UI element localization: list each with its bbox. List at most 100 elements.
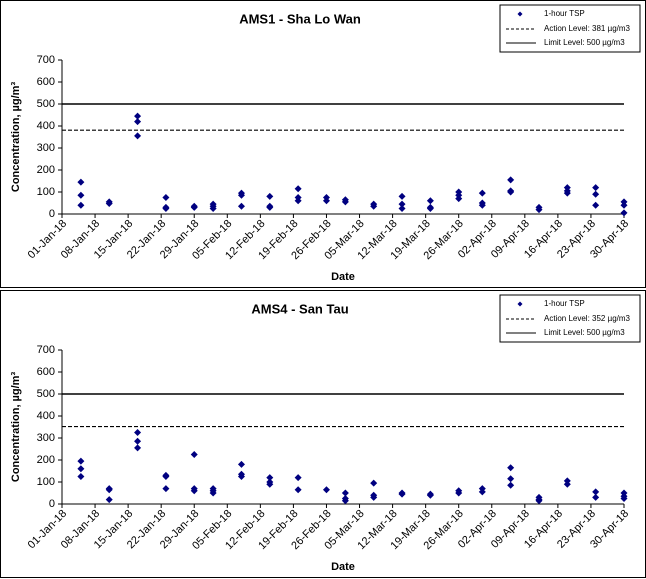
data-point	[209, 489, 217, 497]
data-point	[77, 178, 85, 186]
y-tick-label: 200	[37, 164, 55, 176]
data-point	[162, 194, 170, 201]
data-point	[77, 457, 85, 465]
data-point	[592, 493, 600, 501]
y-tick-label: 300	[37, 142, 55, 154]
data-point	[294, 474, 302, 482]
chart-panel: AMS1 - Sha Lo Wan01002003004005006007000…	[0, 0, 646, 288]
data-point	[294, 185, 302, 193]
data-point	[478, 189, 486, 197]
y-tick-label: 100	[37, 186, 55, 198]
data-point	[77, 201, 85, 209]
data-point	[455, 489, 463, 497]
data-point	[190, 451, 198, 458]
legend-label: Action Level: 381 µg/m3	[544, 24, 631, 33]
data-point	[134, 444, 142, 452]
y-axis-title: Concentration, µg/m³	[10, 372, 22, 483]
data-point	[237, 473, 245, 480]
data-point	[592, 488, 600, 496]
data-point	[535, 497, 543, 505]
data-point	[341, 497, 349, 505]
data-point	[341, 198, 349, 206]
data-point	[478, 201, 486, 209]
data-point	[190, 487, 198, 495]
data-point	[162, 205, 170, 212]
data-point	[294, 197, 302, 205]
y-tick-label: 500	[37, 98, 55, 110]
y-tick-label: 600	[37, 366, 55, 378]
data-point	[77, 465, 85, 473]
data-point	[134, 429, 142, 436]
data-point	[294, 486, 302, 494]
y-tick-label: 300	[37, 432, 55, 444]
data-point	[398, 192, 406, 200]
data-point	[266, 474, 274, 482]
data-point	[507, 481, 515, 489]
y-tick-label: 0	[49, 498, 55, 510]
y-tick-label: 200	[37, 454, 55, 466]
data-point	[507, 464, 515, 472]
data-point	[398, 205, 406, 212]
data-point	[398, 490, 406, 498]
y-tick-label: 500	[37, 388, 55, 400]
chart-title: AMS4 - San Tau	[251, 301, 348, 316]
data-point	[209, 205, 217, 212]
data-point	[266, 192, 274, 200]
data-point	[134, 132, 142, 140]
data-point	[134, 112, 142, 120]
data-point	[620, 201, 628, 209]
y-tick-label: 400	[37, 120, 55, 132]
data-point	[322, 197, 330, 205]
data-point	[426, 491, 434, 499]
data-point	[507, 188, 515, 196]
data-point	[370, 479, 378, 487]
data-point	[455, 195, 463, 203]
data-point	[162, 473, 170, 480]
data-point	[563, 480, 571, 488]
data-point	[237, 460, 245, 468]
legend-label: Limit Level: 500 µg/m3	[544, 38, 625, 47]
data-point	[507, 475, 515, 483]
y-tick-label: 100	[37, 476, 55, 488]
data-point	[398, 200, 406, 208]
chart-title: AMS1 - Sha Lo Wan	[239, 11, 361, 26]
data-point	[322, 486, 330, 494]
data-point	[535, 206, 543, 214]
y-tick-label: 600	[37, 76, 55, 88]
legend-label: 1-hour TSP	[544, 9, 585, 18]
data-point	[426, 205, 434, 212]
legend-marker	[517, 301, 523, 307]
data-point	[77, 191, 85, 199]
data-point	[77, 473, 85, 480]
data-point	[341, 489, 349, 497]
legend-marker	[517, 11, 523, 17]
x-axis-title: Date	[331, 271, 355, 283]
data-point	[134, 118, 142, 126]
legend-label: 1-hour TSP	[544, 299, 585, 308]
y-tick-label: 400	[37, 410, 55, 422]
data-point	[478, 488, 486, 496]
data-point	[134, 437, 142, 445]
chart-panel: AMS4 - San Tau010020030040050060070001-J…	[0, 290, 646, 578]
data-point	[105, 496, 113, 504]
data-point	[592, 201, 600, 209]
data-point	[266, 203, 274, 211]
data-point	[370, 202, 378, 210]
y-tick-label: 700	[37, 54, 55, 66]
data-point	[370, 493, 378, 501]
y-tick-label: 0	[49, 208, 55, 220]
data-point	[507, 176, 515, 184]
data-point	[105, 199, 113, 207]
legend-label: Action Level: 352 µg/m3	[544, 314, 631, 323]
data-point	[190, 203, 198, 211]
data-point	[426, 197, 434, 205]
data-point	[237, 202, 245, 210]
data-point	[563, 189, 571, 197]
data-point	[237, 191, 245, 199]
data-point	[592, 190, 600, 198]
data-point	[162, 485, 170, 493]
legend-label: Limit Level: 500 µg/m3	[544, 328, 625, 337]
data-point	[105, 486, 113, 494]
data-point	[266, 480, 274, 488]
